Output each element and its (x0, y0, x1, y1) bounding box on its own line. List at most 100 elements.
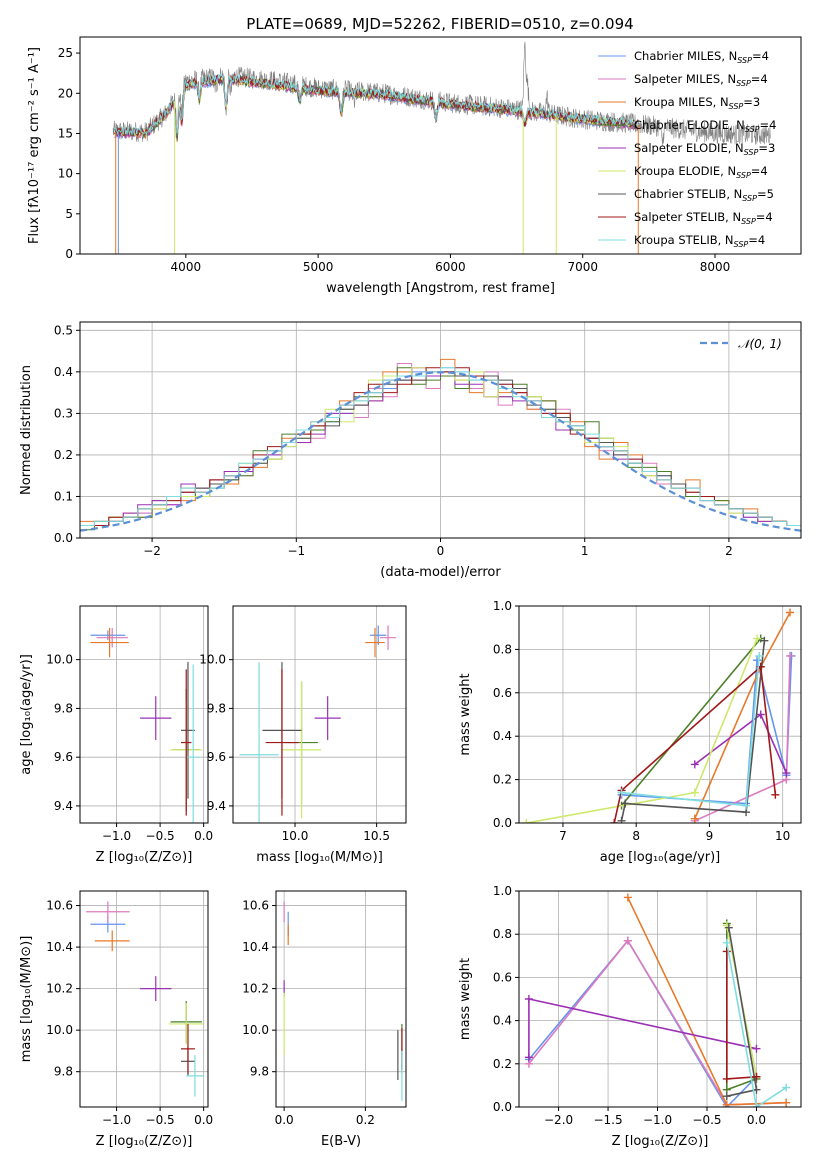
errorbar-point-3 (90, 627, 129, 658)
weight-marker (524, 995, 533, 1003)
y-tick-label: 0.4 (54, 365, 73, 379)
histogram-8 (80, 367, 801, 527)
y-tick-label: 9.8 (207, 701, 226, 715)
x-tick-label: −0.5 (692, 1113, 721, 1127)
plot-area (80, 358, 801, 532)
weight-line-4 (620, 637, 762, 807)
y-tick-label: 0.1 (54, 489, 73, 503)
weight-marker (724, 923, 733, 932)
y-tick-label: 0.3 (54, 406, 73, 420)
legend-subscript: SSP (729, 102, 744, 111)
weight-marker (690, 814, 699, 823)
legend-label: Chabrier STELIB, NSSP=5 (634, 187, 774, 203)
y-tick-label: 0.8 (493, 642, 512, 656)
y-tick-label: 9.4 (54, 799, 73, 813)
errorbar-point-2 (379, 625, 397, 650)
errorbar-point-2 (86, 901, 130, 923)
axes-frame (275, 890, 407, 1108)
chart-mass-vs-ebv: 0.0 0.2 9.8 10.0 10.2 10.4 10.6 E(B-V) (242, 890, 407, 1149)
errorbar-point-8 (181, 1023, 195, 1074)
weight-marker (786, 608, 795, 617)
weight-marker (722, 938, 731, 947)
x-tick-label: 10.5 (363, 829, 390, 843)
x-axis-label: Z [log₁₀(Z/Z⊙)] (612, 1134, 709, 1149)
legend-suffix: =4 (752, 49, 769, 63)
chart-weight-vs-age: 7 8 9 10 0.0 0.2 0.4 0.6 0.8 1.0 age [log₁₀(age/yr… (458, 599, 802, 865)
weight-marker (623, 893, 632, 902)
y-tick-label: 5 (65, 207, 73, 221)
axes-frame (79, 36, 802, 255)
legend-label: Kroupa ELODIE, NSSP=4 (634, 164, 768, 180)
y-tick-label: 15 (58, 126, 73, 140)
axes-frame (232, 605, 407, 824)
x-axis-label: age [log₁₀(age/yr)] (600, 850, 721, 865)
legend-label: Chabrier MILES, NSSP=4 (634, 49, 769, 65)
x-tick-label: 0.0 (194, 829, 213, 843)
chart-residual-hist: 𝒩(0, 1) −2 −1 0 1 2 0.0 0.1 0.2 0.3 0.4 0.5 (data-mo… (19, 321, 802, 580)
plot-area (239, 625, 397, 823)
gridlines (80, 891, 208, 1107)
chart-spectrum: Chabrier MILES, NSSP=4 Salpeter MILES, NS… (27, 36, 802, 296)
legend-suffix: =4 (748, 233, 765, 247)
y-tick-label: 0.4 (493, 1014, 512, 1028)
y-axis-label: mass weight (458, 958, 473, 1040)
chart-mass-vs-Z: −1.0 −0.5 0.0 9.8 10.0 10.2 10.4 10.6 Z [log₁₀(Z… (19, 890, 213, 1149)
legend-label: 𝒩(0, 1) (738, 337, 782, 351)
legend-label: Kroupa MILES, NSSP=3 (634, 95, 760, 111)
y-tick-label: 9.6 (54, 750, 73, 764)
weight-line-8 (613, 665, 777, 823)
legend-subscript: SSP (734, 240, 749, 249)
errorbar-point-8 (181, 669, 192, 816)
weight-marker (722, 1092, 731, 1101)
axes-frame (79, 605, 209, 824)
errorbar-point-6 (168, 1003, 204, 1045)
y-axis-label: age [log₁₀(age/yr)] (19, 654, 34, 775)
x-tick-label: 7 (559, 829, 567, 843)
y-axis-label: mass weight (458, 673, 473, 755)
y-axis-label: Normed distribution (19, 365, 34, 495)
errorbar-point-3 (365, 627, 385, 658)
y-tick-label: 10.0 (46, 1023, 73, 1037)
weight-marker (752, 1103, 761, 1107)
y-tick-label: 9.8 (250, 1065, 269, 1079)
x-tick-label: 0.0 (194, 1113, 213, 1127)
weight-marker (742, 801, 751, 810)
legend-suffix: =4 (751, 72, 768, 86)
errorbar-point-1 (370, 625, 387, 646)
x-tick-label: 2 (725, 544, 733, 558)
x-tick-label: 0.2 (356, 1113, 375, 1127)
y-tick-label: 10.0 (199, 653, 226, 667)
plot-area (524, 893, 791, 1107)
weight-marker (755, 651, 764, 660)
x-tick-label: −1 (287, 544, 305, 558)
y-tick-label: 10.6 (46, 899, 73, 913)
plot-area (522, 608, 796, 823)
y-tick-label: 10.0 (46, 653, 73, 667)
legend-subscript: SSP (745, 125, 760, 134)
weight-marker (722, 1100, 731, 1107)
weight-marker (786, 651, 795, 660)
axes-frame (518, 890, 802, 1108)
legend-suffix: =4 (756, 210, 773, 224)
x-tick-label: 0.0 (275, 1113, 294, 1127)
y-tick-label: 0.0 (54, 531, 73, 545)
x-tick-label: 6000 (435, 260, 466, 274)
x-tick-label: −2.0 (544, 1113, 573, 1127)
x-tick-label: 1 (581, 544, 589, 558)
weight-marker (760, 636, 769, 645)
y-tick-label: 0.6 (493, 970, 512, 984)
y-tick-label: 1.0 (493, 599, 512, 613)
weight-marker (722, 947, 731, 956)
errorbar-point-5 (140, 696, 172, 741)
gridlines (80, 322, 801, 539)
weight-line-7 (620, 640, 766, 821)
x-axis-label: wavelength [Angstrom, rest frame] (326, 281, 555, 296)
legend-label: Kroupa STELIB, NSSP=4 (634, 233, 765, 249)
legend-subscript: SSP (736, 79, 751, 88)
y-tick-label: 0.2 (54, 448, 73, 462)
x-tick-label: 8000 (700, 260, 731, 274)
weight-marker (752, 1072, 761, 1081)
legend-subscript: SSP (741, 217, 756, 226)
y-tick-label: 0.0 (493, 1100, 512, 1114)
weight-marker (753, 656, 762, 665)
